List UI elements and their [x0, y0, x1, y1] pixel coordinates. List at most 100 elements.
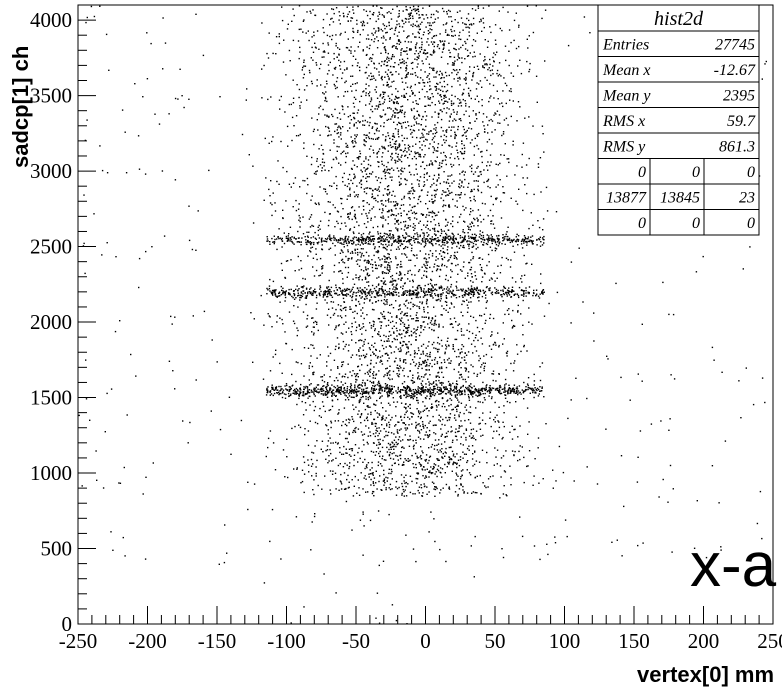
scatter-point — [425, 475, 427, 477]
scatter-point — [393, 135, 395, 137]
scatter-point — [456, 439, 458, 441]
scatter-point — [405, 429, 407, 431]
scatter-point — [315, 291, 317, 293]
scatter-point — [438, 343, 441, 345]
scatter-point — [324, 190, 327, 193]
scatter-point — [315, 253, 317, 255]
scatter-point — [338, 412, 340, 414]
scatter-point — [336, 129, 338, 131]
scatter-point — [400, 221, 402, 224]
scatter-point — [397, 90, 399, 93]
scatter-point — [390, 108, 392, 110]
scatter-point — [366, 14, 369, 17]
scatter-point — [451, 303, 453, 305]
scatter-point — [446, 466, 448, 468]
scatter-point — [456, 11, 459, 13]
scatter-point — [444, 436, 447, 438]
scatter-point — [381, 280, 383, 282]
scatter-point — [434, 18, 437, 20]
scatter-point — [404, 313, 406, 315]
scatter-point — [408, 259, 410, 261]
scatter-point — [484, 131, 486, 133]
scatter-point — [460, 367, 462, 369]
scatter-point — [417, 198, 420, 201]
scatter-point — [490, 425, 492, 428]
scatter-point — [434, 357, 437, 359]
scatter-point — [414, 8, 416, 10]
scatter-point — [370, 145, 372, 147]
scatter-point — [337, 222, 339, 225]
scatter-point — [369, 435, 372, 437]
scatter-point — [390, 352, 393, 354]
scatter-point — [370, 60, 373, 62]
scatter-point — [396, 221, 399, 223]
scatter-point — [412, 223, 415, 225]
scatter-point — [428, 459, 430, 462]
scatter-point — [399, 308, 401, 310]
scatter-point — [294, 177, 297, 179]
scatter-point — [337, 366, 339, 368]
scatter-point — [497, 75, 499, 77]
scatter-point — [386, 193, 388, 195]
scatter-point — [469, 89, 472, 92]
scatter-point — [381, 97, 384, 99]
scatter-point — [377, 161, 379, 163]
scatter-point — [470, 315, 472, 317]
scatter-point — [321, 440, 324, 442]
scatter-point — [400, 110, 402, 113]
scatter-point — [410, 334, 413, 337]
scatter-point — [408, 21, 410, 23]
scatter-point — [382, 93, 385, 95]
scatter-point — [282, 61, 285, 63]
scatter-point — [394, 223, 396, 225]
scatter-point — [435, 486, 437, 488]
scatter-point — [385, 459, 387, 461]
scatter-point — [391, 446, 393, 448]
scatter-point — [303, 65, 305, 67]
scatter-point — [391, 281, 393, 283]
scatter-point — [432, 133, 434, 135]
scatter-point — [369, 91, 371, 93]
scatter-point — [357, 461, 359, 463]
scatter-point — [390, 448, 392, 450]
scatter-point — [318, 275, 320, 277]
scatter-point — [327, 135, 329, 137]
scatter-point — [437, 112, 440, 115]
scatter-point — [462, 489, 464, 491]
scatter-point — [407, 483, 409, 485]
scatter-point — [381, 212, 383, 214]
scatter-point — [345, 395, 347, 397]
scatter-point — [311, 317, 313, 319]
scatter-point — [366, 274, 368, 276]
scatter-point — [357, 376, 359, 378]
scatter-point — [442, 452, 444, 455]
scatter-point — [311, 365, 314, 368]
scatter-point — [423, 389, 425, 391]
scatter-point — [455, 356, 458, 358]
scatter-point — [479, 80, 482, 82]
scatter-point — [425, 260, 427, 263]
scatter-point — [414, 205, 416, 207]
scatter-point — [452, 62, 454, 64]
scatter-point — [436, 342, 439, 344]
scatter-point — [385, 430, 387, 433]
scatter-point — [437, 386, 439, 388]
scatter-point — [437, 336, 439, 339]
scatter-point — [335, 7, 338, 9]
scatter-point — [443, 47, 445, 49]
scatter-point — [358, 182, 361, 184]
scatter-point — [315, 308, 318, 310]
scatter-point — [468, 435, 471, 437]
scatter-point — [469, 122, 471, 124]
scatter-points — [78, 5, 767, 625]
scatter-point — [441, 258, 444, 261]
scatter-point — [372, 351, 374, 353]
scatter-point — [490, 335, 492, 337]
scatter-point — [476, 32, 478, 34]
scatter-point — [433, 13, 435, 16]
scatter-point — [368, 427, 370, 429]
scatter-point — [434, 439, 437, 441]
scatter-point — [370, 217, 372, 219]
scatter-point — [345, 431, 347, 433]
scatter-point — [449, 10, 451, 13]
